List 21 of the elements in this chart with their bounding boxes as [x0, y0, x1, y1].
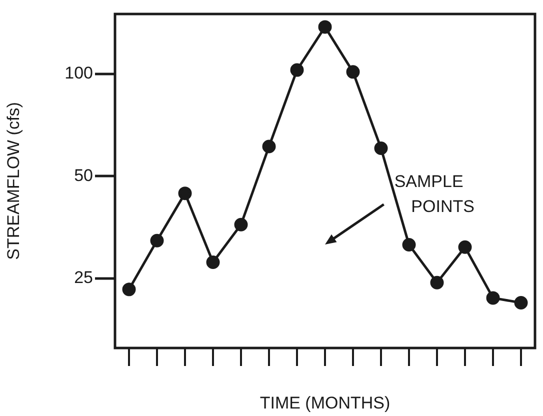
point	[206, 255, 220, 269]
point	[514, 296, 528, 310]
point	[402, 238, 416, 252]
point	[262, 140, 276, 154]
point	[234, 218, 248, 232]
point	[290, 63, 304, 77]
y-tick-label: 100	[64, 64, 93, 83]
point	[178, 186, 192, 200]
y-tick-label: 50	[74, 166, 93, 185]
point	[486, 291, 500, 305]
point	[150, 234, 164, 248]
y-axis-title: STREAMFLOW (cfs)	[4, 102, 23, 260]
y-tick-label: 25	[74, 268, 93, 288]
point	[346, 65, 360, 79]
point	[458, 240, 472, 254]
annotation: SAMPLE POINTS	[394, 172, 474, 216]
point	[122, 282, 136, 296]
x-axis-title: TIME (MONTHS)	[260, 393, 390, 412]
point	[374, 141, 388, 155]
point	[318, 20, 332, 34]
point	[430, 276, 444, 290]
